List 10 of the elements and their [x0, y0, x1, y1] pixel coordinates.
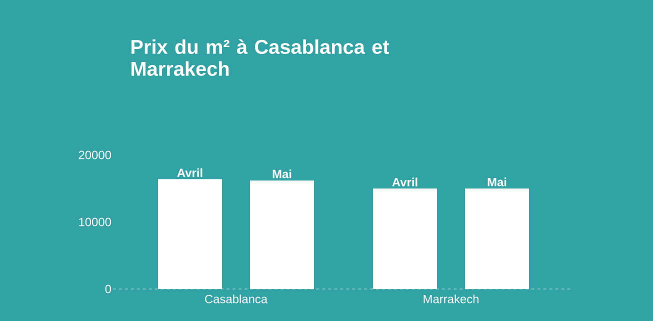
x-tick-label: Marrakech — [424, 294, 478, 304]
series-label: Avril — [392, 178, 418, 186]
y-tick-label: 10000 — [79, 218, 112, 226]
series-label: Mai — [272, 169, 292, 178]
chart-title: Prix du m² à Casablanca et Marrakech — [132, 39, 390, 76]
text: Avril — [177, 168, 202, 177]
x-tick-label: Casablanca — [205, 294, 268, 304]
y-tick-label: 20000 — [78, 150, 112, 160]
text: Mai — [488, 178, 506, 186]
y-tick-label: 0 — [105, 284, 112, 294]
